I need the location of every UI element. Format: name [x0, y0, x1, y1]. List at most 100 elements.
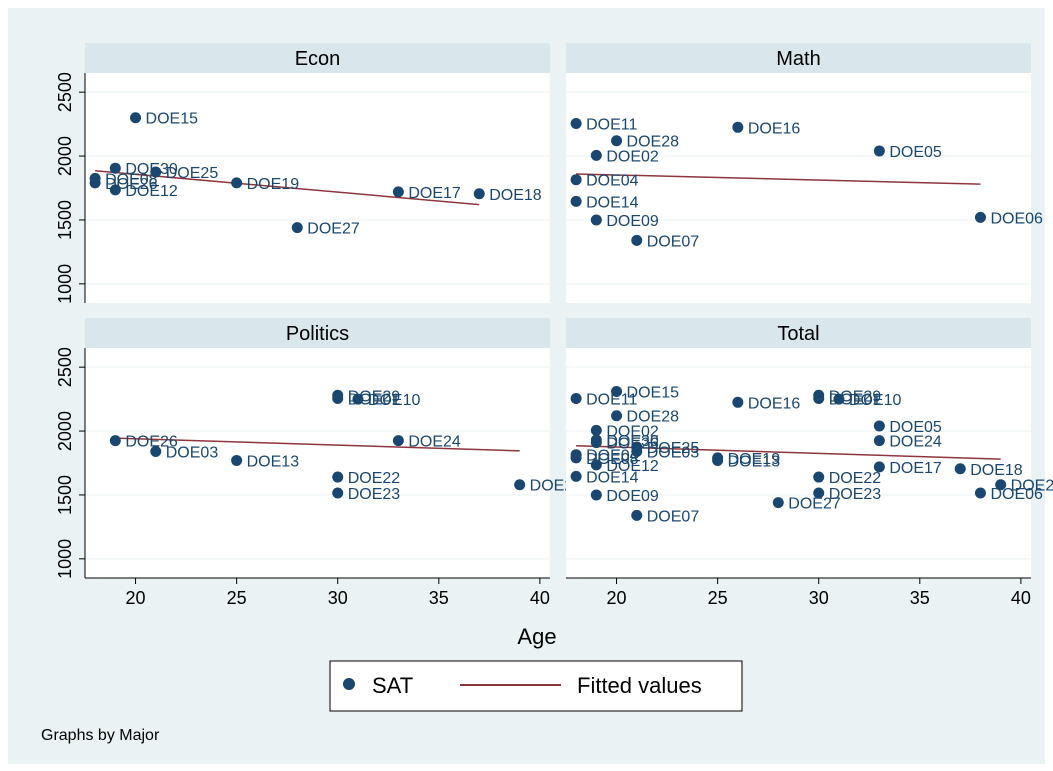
point-label-total-doe14: DOE14: [586, 469, 639, 486]
point-label-math-doe09: DOE09: [606, 213, 659, 230]
point-label-math-doe16: DOE16: [748, 120, 801, 137]
point-label-politics-doe22: DOE22: [348, 470, 401, 487]
point-label-total-doe05: DOE05: [889, 419, 942, 436]
x-tick-label-politics-20: 20: [126, 588, 146, 608]
point-politics-doe03: [150, 446, 162, 457]
point-label-math-doe06: DOE06: [990, 210, 1043, 227]
point-total-doe15: [611, 385, 623, 397]
y-tick-label-econ-1500: 1500: [55, 200, 75, 240]
y-tick-label-politics-1500: 1500: [55, 475, 75, 515]
x-axis-title: Age: [517, 624, 556, 649]
point-label-politics-doe13: DOE13: [247, 453, 300, 470]
panel-title-total: Total: [777, 323, 819, 345]
point-math-doe14: [570, 195, 582, 207]
point-label-total-doe06: DOE06: [990, 486, 1043, 503]
point-label-econ-doe25: DOE25: [166, 165, 219, 182]
point-total-doe09: [590, 489, 602, 501]
point-label-total-doe15: DOE15: [627, 384, 680, 401]
plot-area-politics: [85, 348, 550, 578]
graph-note: Graphs by Major: [41, 727, 160, 744]
point-econ-doe27: [291, 222, 303, 234]
point-label-total-doe07: DOE07: [647, 508, 700, 525]
point-label-econ-doe17: DOE17: [408, 185, 461, 202]
point-label-total-doe22: DOE22: [829, 470, 882, 487]
point-total-doe26: [590, 437, 602, 449]
point-label-math-doe05: DOE05: [889, 144, 942, 161]
point-total-doe06: [974, 487, 986, 499]
point-label-math-doe02: DOE02: [606, 148, 659, 165]
panels-layer: Econ1000150020002500DOE15DOE30DOE25DOE08…: [55, 43, 1053, 608]
point-label-math-doe14: DOE14: [586, 194, 639, 211]
point-total-doe18: [954, 463, 966, 475]
point-math-doe09: [590, 214, 602, 226]
point-math-doe04: [570, 174, 582, 186]
point-label-total-doe27: DOE27: [788, 496, 841, 513]
point-label-total-doe11: DOE11: [586, 391, 637, 408]
point-label-total-doe10: DOE10: [849, 392, 902, 409]
point-label-politics-doe03: DOE03: [166, 445, 219, 462]
panel-header-total: [566, 318, 1031, 348]
panel-header-math: [566, 43, 1031, 73]
point-total-doe13: [712, 454, 724, 466]
x-tick-label-total-25: 25: [708, 588, 728, 608]
point-total-doe07: [631, 509, 643, 521]
plot-area-math: [566, 73, 1031, 303]
point-label-econ-doe08: DOE08: [105, 171, 158, 188]
point-label-econ-doe27: DOE27: [307, 221, 360, 238]
point-label-total-doe12: DOE12: [606, 458, 659, 475]
point-label-total-doe24: DOE24: [889, 434, 942, 451]
point-total-doe23: [813, 487, 825, 499]
point-politics-doe26: [109, 435, 121, 447]
point-label-total-doe30: DOE30: [606, 433, 659, 450]
point-label-math-doe07: DOE07: [647, 233, 700, 250]
y-tick-label-politics-2500: 2500: [55, 347, 75, 387]
point-label-total-doe02: DOE02: [606, 423, 659, 440]
point-total-doe14: [570, 470, 582, 482]
point-label-total-doe28: DOE28: [627, 409, 680, 426]
point-label-politics-doe26: DOE26: [125, 434, 178, 451]
point-total-doe01: [813, 392, 825, 404]
y-tick-label-econ-2500: 2500: [55, 72, 75, 112]
point-label-econ-doe18: DOE18: [489, 187, 542, 204]
point-total-doe28: [611, 410, 623, 422]
point-total-doe05: [873, 420, 885, 432]
point-label-total-doe03: DOE03: [647, 445, 700, 462]
point-math-doe05: [873, 145, 885, 157]
point-econ-doe19: [231, 177, 243, 189]
fit-line-total: [576, 445, 1001, 460]
panel-title-politics: Politics: [286, 323, 349, 345]
point-politics-doe13: [231, 454, 243, 466]
point-math-doe02: [590, 149, 602, 161]
point-label-politics-doe24: DOE24: [408, 434, 461, 451]
point-label-total-doe13: DOE13: [728, 453, 781, 470]
point-total-doe08: [570, 452, 582, 464]
point-math-doe16: [732, 121, 744, 133]
x-tick-label-politics-30: 30: [328, 588, 348, 608]
x-tick-label-politics-25: 25: [227, 588, 247, 608]
point-total-doe24: [873, 435, 885, 447]
point-econ-doe25: [150, 166, 162, 178]
x-tick-label-total-20: 20: [607, 588, 627, 608]
fit-line-econ: [95, 170, 480, 206]
plot-area-econ: [85, 73, 550, 303]
point-total-doe02: [590, 424, 602, 436]
point-econ-doe12: [109, 184, 121, 196]
legend: SAT Fitted values: [329, 660, 743, 712]
panel-header-econ: [85, 43, 550, 73]
legend-label-sat: SAT: [372, 673, 413, 698]
point-econ-doe17: [392, 186, 404, 198]
point-econ-doe18: [473, 188, 485, 200]
point-label-total-doe18: DOE18: [970, 462, 1023, 479]
plot-area-total: [566, 348, 1031, 578]
point-total-doe22: [813, 471, 825, 483]
point-label-total-doe20: DOE20: [1011, 478, 1053, 495]
x-tick-label-politics-35: 35: [429, 588, 449, 608]
point-math-doe06: [974, 211, 986, 223]
point-label-econ-doe12: DOE12: [125, 183, 178, 200]
point-politics-doe23: [332, 487, 344, 499]
point-label-total-doe23: DOE23: [829, 486, 882, 503]
